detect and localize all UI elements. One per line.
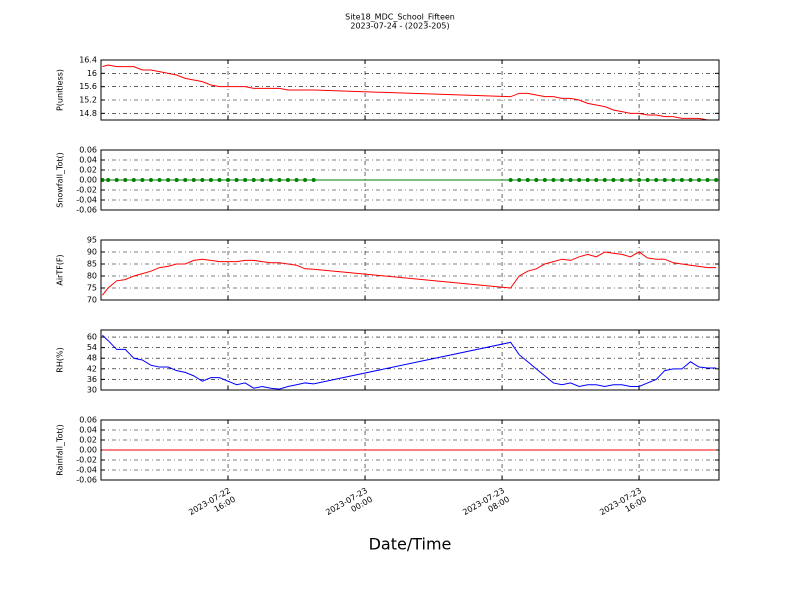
- data-point: [594, 178, 599, 182]
- y-tick-label: 0.06: [79, 416, 97, 425]
- data-point: [637, 178, 642, 182]
- plot-frame: [100, 329, 720, 391]
- title: Site18_MDC_School_Fifteen: [345, 13, 455, 22]
- y-tick-label: 0.02: [79, 436, 97, 445]
- x-axis-label: Date/Time: [369, 535, 452, 554]
- y-tick-label: -0.02: [76, 186, 97, 195]
- data-point: [585, 178, 590, 182]
- y-tick-label: 0.00: [79, 176, 97, 185]
- plot-frame: [100, 59, 720, 121]
- y-tick-label: 80: [87, 272, 97, 281]
- data-line: [102, 251, 717, 296]
- data-point: [260, 178, 265, 182]
- data-point: [268, 178, 273, 182]
- data-point: [208, 178, 213, 182]
- y-tick-label: 42: [87, 364, 97, 373]
- y-tick-label: -0.06: [76, 206, 97, 215]
- y-tick-label: 60: [87, 333, 97, 342]
- data-point: [705, 178, 710, 182]
- y-tick-label: 95: [87, 236, 97, 245]
- data-point: [114, 178, 119, 182]
- data-point: [619, 178, 624, 182]
- data-point: [714, 178, 719, 182]
- plot-frame: [100, 149, 720, 211]
- data-point: [611, 178, 616, 182]
- data-point: [166, 178, 171, 182]
- y-tick-label: 90: [87, 248, 97, 257]
- data-line: [102, 334, 717, 390]
- data-point: [140, 178, 145, 182]
- y-tick-label: 48: [87, 354, 97, 363]
- y-axis-label: Rainfall_Tot(): [56, 424, 65, 476]
- data-point: [200, 178, 205, 182]
- data-point: [311, 178, 316, 182]
- y-tick-label: -0.06: [76, 476, 97, 485]
- y-tick-label: 14.8: [79, 109, 97, 118]
- data-point: [534, 178, 539, 182]
- data-point: [251, 178, 256, 182]
- y-tick-label: -0.04: [76, 466, 97, 475]
- plot-frame: [100, 239, 720, 301]
- y-tick-label: 0.02: [79, 166, 97, 175]
- y-axis-label: AirTF(F): [56, 254, 65, 285]
- data-point: [542, 178, 547, 182]
- y-tick-label: 75: [87, 284, 97, 293]
- data-point: [662, 178, 667, 182]
- y-tick-label: 0.04: [79, 426, 97, 435]
- y-tick-label: 54: [87, 343, 97, 352]
- data-point: [174, 178, 179, 182]
- data-line: [102, 64, 717, 121]
- data-point: [628, 178, 633, 182]
- data-point: [243, 178, 248, 182]
- y-tick-label: 85: [87, 260, 97, 269]
- data-point: [234, 178, 239, 182]
- subtitle: 2023-07-24 - (2023-205): [350, 22, 449, 31]
- data-point: [508, 178, 513, 182]
- data-point: [226, 178, 231, 182]
- data-point: [577, 178, 582, 182]
- data-point: [285, 178, 290, 182]
- y-tick-label: 0.00: [79, 446, 97, 455]
- y-tick-label: 16.4: [79, 56, 97, 65]
- data-point: [697, 178, 702, 182]
- data-point: [277, 178, 282, 182]
- y-tick-label: -0.04: [76, 196, 97, 205]
- data-point: [217, 178, 222, 182]
- y-axis-label: Snowfall_Tot(): [56, 152, 65, 208]
- data-point: [568, 178, 573, 182]
- data-point: [602, 178, 607, 182]
- data-point: [148, 178, 153, 182]
- data-point: [671, 178, 676, 182]
- y-tick-label: 15.2: [79, 96, 97, 105]
- y-tick-label: 36: [87, 375, 97, 384]
- plot-frame: [100, 419, 720, 481]
- data-point: [131, 178, 136, 182]
- y-tick-label: 0.04: [79, 156, 97, 165]
- data-point: [688, 178, 693, 182]
- y-tick-label: -0.02: [76, 456, 97, 465]
- data-point: [303, 178, 308, 182]
- y-tick-label: 16: [87, 69, 97, 78]
- y-axis-label: RH(%): [56, 347, 65, 372]
- y-tick-label: 30: [87, 386, 97, 395]
- y-tick-label: 70: [87, 296, 97, 305]
- y-axis-label: P(unitless): [56, 69, 65, 111]
- data-point: [517, 178, 522, 182]
- y-tick-label: 0.06: [79, 146, 97, 155]
- data-point: [157, 178, 162, 182]
- data-point: [525, 178, 530, 182]
- data-point: [560, 178, 565, 182]
- data-point: [551, 178, 556, 182]
- data-point: [183, 178, 188, 182]
- data-point: [654, 178, 659, 182]
- data-point: [679, 178, 684, 182]
- y-tick-label: 15.6: [79, 82, 97, 91]
- data-point: [106, 178, 111, 182]
- data-point: [191, 178, 196, 182]
- data-point: [645, 178, 650, 182]
- data-point: [294, 178, 299, 182]
- data-point: [123, 178, 128, 182]
